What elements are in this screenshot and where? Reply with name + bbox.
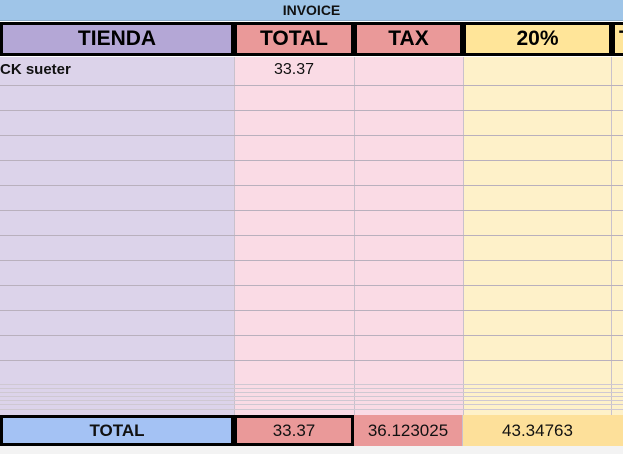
- totals-label[interactable]: TOTAL: [0, 415, 234, 446]
- cell-total-row1[interactable]: 33.37: [273, 61, 315, 78]
- gridline-row: [0, 210, 623, 211]
- gridline-row: [0, 110, 623, 111]
- header-tienda[interactable]: TIENDA: [0, 22, 234, 56]
- totals-percent[interactable]: 43.34763: [463, 415, 612, 446]
- gridline-row: [0, 400, 623, 401]
- gridline-vertical: [354, 57, 355, 415]
- column-total[interactable]: [234, 57, 354, 415]
- gridline-row: [0, 85, 623, 86]
- gridline-row: [0, 384, 623, 385]
- column-percent[interactable]: [463, 57, 612, 415]
- gridline-row: [0, 335, 623, 336]
- invoice-title: INVOICE: [0, 0, 623, 21]
- gridline-vertical: [611, 57, 612, 415]
- gridline-row: [0, 160, 623, 161]
- header-total[interactable]: TOTAL: [234, 22, 354, 56]
- gridline-row: [0, 404, 623, 405]
- cell-store-row1[interactable]: CK sueter: [0, 61, 71, 78]
- gridline-row: [0, 135, 623, 136]
- column-tax[interactable]: [354, 57, 463, 415]
- totals-tax[interactable]: 36.123025: [354, 415, 463, 446]
- gridline-vertical: [463, 57, 464, 415]
- column-next[interactable]: [612, 57, 623, 415]
- gridline-row: [0, 409, 623, 410]
- column-store[interactable]: [0, 57, 234, 415]
- gridline-row: [0, 310, 623, 311]
- gridline-row: [0, 396, 623, 397]
- header-percent[interactable]: 20%: [463, 22, 612, 56]
- header-tax[interactable]: TAX: [354, 22, 463, 56]
- gridline-row: [0, 388, 623, 389]
- gridline-row: [0, 260, 623, 261]
- totals-total[interactable]: 33.37: [234, 415, 354, 446]
- totals-next[interactable]: [612, 415, 623, 446]
- gridline-row: [0, 392, 623, 393]
- gridline-row: [0, 360, 623, 361]
- gridline-row: [0, 185, 623, 186]
- gridline-vertical: [234, 57, 235, 415]
- sheet-bottom-strip: [0, 446, 623, 454]
- header-next-column[interactable]: T: [612, 22, 623, 56]
- gridline-row: [0, 285, 623, 286]
- gridline-row: [0, 235, 623, 236]
